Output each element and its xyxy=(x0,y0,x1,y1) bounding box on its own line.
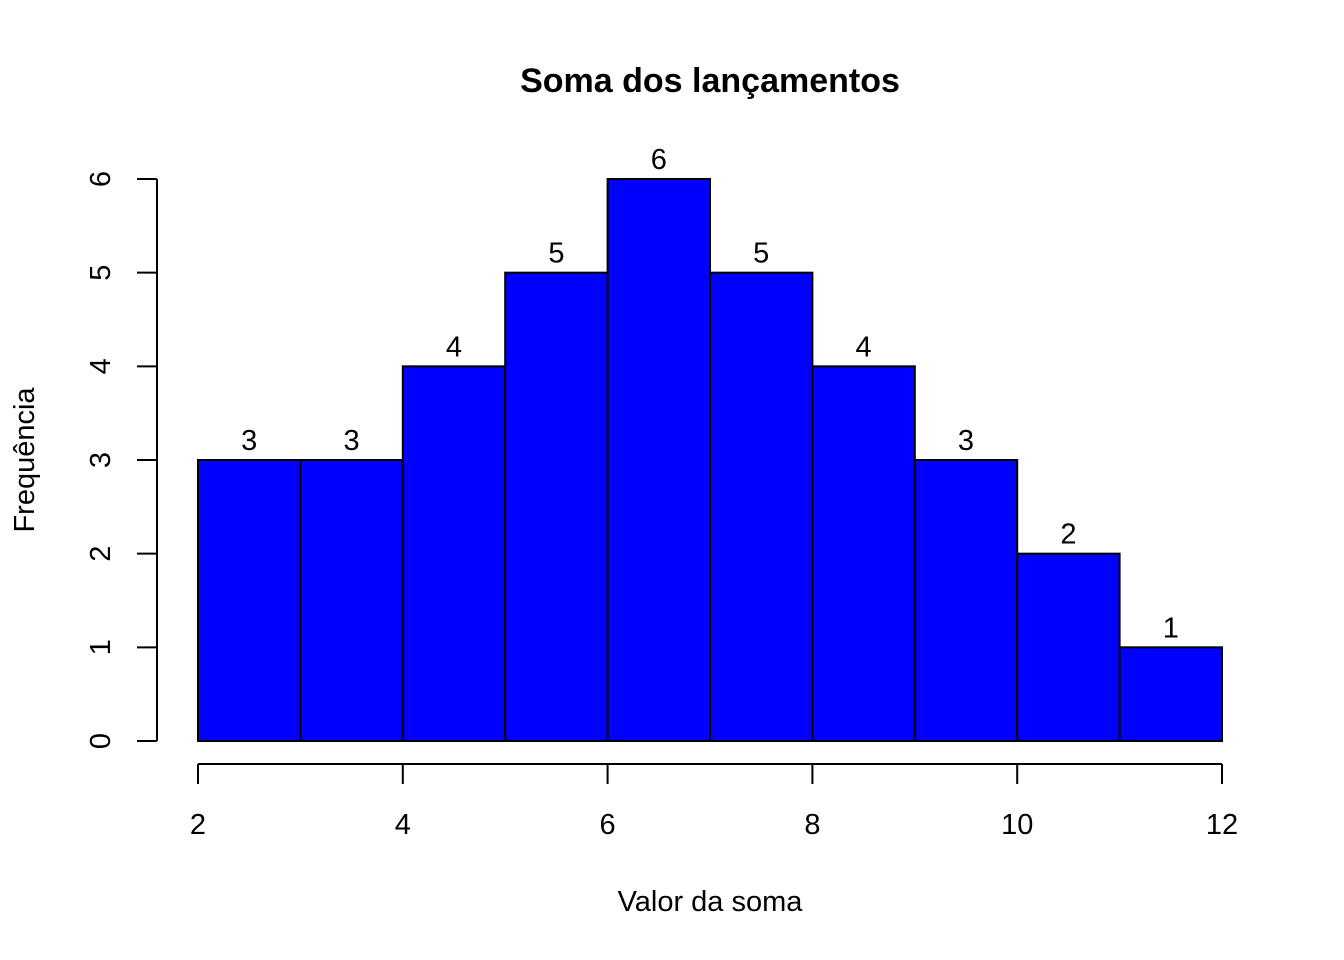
y-tick-label: 2 xyxy=(85,546,117,562)
x-tick-label: 10 xyxy=(1001,809,1033,841)
histogram-bar xyxy=(1118,646,1223,742)
y-tick-label: 0 xyxy=(85,733,117,749)
bar-labels-group: 3 3 4 5 6 5 4 3 2 1 xyxy=(241,144,1179,644)
bar-value-label: 2 xyxy=(1060,519,1076,551)
x-tick-label: 12 xyxy=(1206,809,1238,841)
bars-group xyxy=(197,178,1223,743)
y-tick-label: 1 xyxy=(85,639,117,655)
chart-title: Soma dos lançamentos xyxy=(520,62,900,100)
x-axis-label: Valor da soma xyxy=(618,886,804,918)
x-tick-label: 2 xyxy=(190,809,206,841)
y-axis: 0 1 2 3 4 5 6 xyxy=(85,171,158,749)
histogram-bar xyxy=(606,178,711,742)
y-tick-label: 4 xyxy=(85,358,117,374)
y-tick-label: 5 xyxy=(85,265,117,281)
bar-value-label: 6 xyxy=(651,144,667,176)
histogram-bar xyxy=(299,459,404,742)
histogram-bar xyxy=(1016,552,1121,743)
histogram-bar xyxy=(504,271,609,742)
histogram-bar xyxy=(401,365,507,742)
x-tick-label: 6 xyxy=(600,809,616,841)
bar-value-label: 3 xyxy=(241,425,257,457)
bar-value-label: 3 xyxy=(958,425,974,457)
bar-value-label: 1 xyxy=(1163,612,1179,644)
x-tick-label: 8 xyxy=(804,809,820,841)
x-tick-label: 4 xyxy=(395,809,411,841)
histogram-bar xyxy=(811,365,916,742)
x-axis: 2 4 6 8 10 12 xyxy=(190,763,1238,841)
bar-value-label: 4 xyxy=(446,331,462,363)
histogram-bar xyxy=(197,459,302,742)
y-axis-label: Frequência xyxy=(9,387,41,533)
y-tick-label: 3 xyxy=(85,452,117,468)
bar-value-label: 5 xyxy=(548,238,564,270)
y-tick-label: 6 xyxy=(85,171,117,187)
histogram-bar xyxy=(709,271,814,742)
histogram-bar xyxy=(913,459,1019,742)
bar-value-label: 5 xyxy=(753,238,769,270)
bar-value-label: 4 xyxy=(856,331,872,363)
bar-value-label: 3 xyxy=(344,425,360,457)
